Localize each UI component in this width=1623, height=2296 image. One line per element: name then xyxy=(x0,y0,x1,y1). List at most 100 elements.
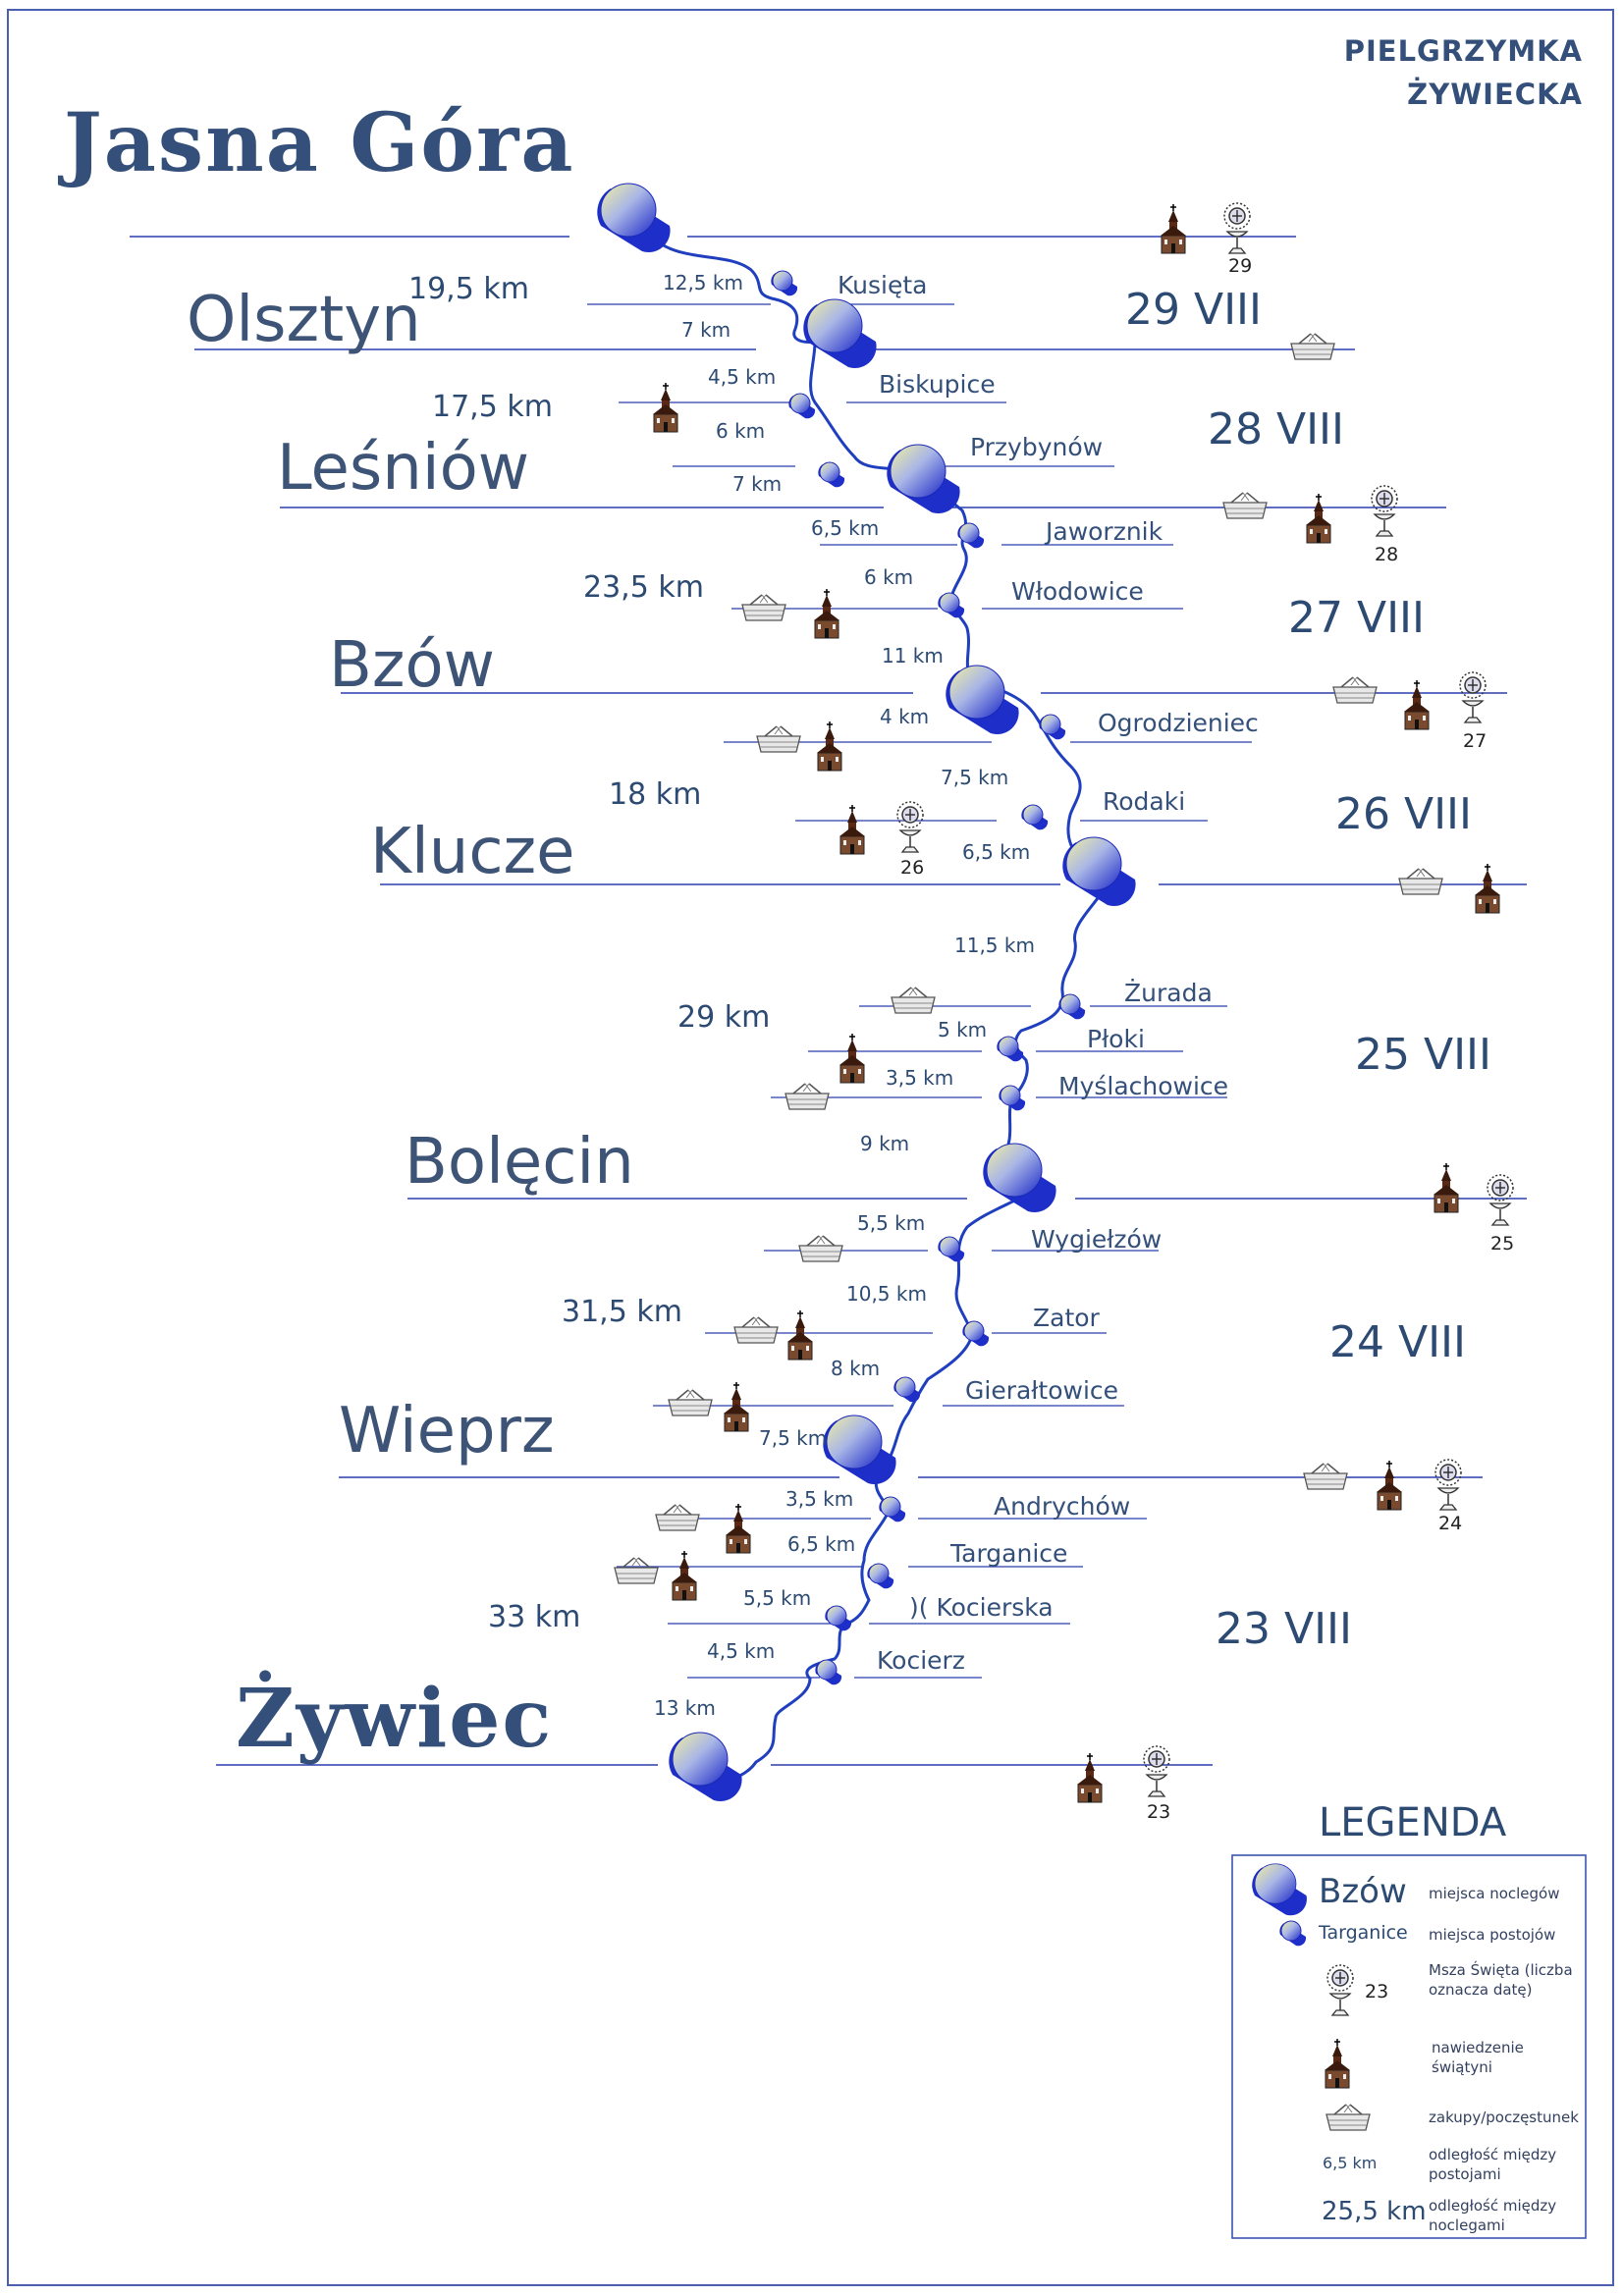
date-27: 27 VIII xyxy=(1288,593,1426,643)
date-23: 23 VIII xyxy=(1216,1604,1353,1654)
overnight-zywiec: Żywiec xyxy=(236,1672,554,1766)
segment-km: 7 km xyxy=(681,318,731,342)
pin-icon-bolecin xyxy=(982,1143,1057,1213)
day-distance: 19,5 km xyxy=(408,272,529,306)
segment-km: 5 km xyxy=(938,1018,988,1041)
legend-sample-big: Bzów xyxy=(1319,1872,1407,1911)
date-24: 24 VIII xyxy=(1329,1317,1467,1367)
overnight-olsztyn: Olsztyn xyxy=(187,284,421,356)
date-26: 26 VIII xyxy=(1335,789,1473,839)
segment-km: 3,5 km xyxy=(886,1066,954,1090)
day-distance: 33 km xyxy=(488,1600,581,1634)
date-29: 29 VIII xyxy=(1125,285,1263,335)
header-line-2: ŻYWIECKA xyxy=(1407,78,1583,111)
stop-ogrodzieniec: Ogrodzieniec xyxy=(1098,709,1259,737)
segment-km: 7,5 km xyxy=(941,766,1009,789)
segment-km: 7 km xyxy=(732,472,783,496)
legend-sample-dist: 25,5 km xyxy=(1322,2197,1427,2226)
legend-pin-small-icon xyxy=(1278,1920,1307,1947)
segment-km: 6,5 km xyxy=(787,1532,856,1556)
overnight-bzow: Bzów xyxy=(329,629,495,702)
segment-km: 11,5 km xyxy=(954,934,1035,957)
segment-km: 6 km xyxy=(864,565,914,589)
stop-przybynow: Przybynów xyxy=(970,433,1104,461)
pin-icon-bzow xyxy=(945,665,1020,735)
legend-box xyxy=(1231,1854,1587,2239)
stop-gieraltowice: Gierałtowice xyxy=(965,1376,1119,1405)
segment-km: 3,5 km xyxy=(785,1487,854,1511)
guide-lines xyxy=(130,236,1527,1766)
segment-km: 6 km xyxy=(716,419,766,443)
pin-icon-klucze xyxy=(1061,836,1137,907)
legend-sample-km: 6,5 km xyxy=(1323,2154,1378,2172)
segment-km: 11 km xyxy=(882,644,944,667)
stop-targanice: Targanice xyxy=(950,1539,1068,1568)
legend-small-desc: miejsca postojów xyxy=(1429,1926,1556,1944)
legend-basket-desc: zakupy/poczęstunek xyxy=(1429,2109,1579,2126)
legend-dist-desc: odległość między noclegami xyxy=(1429,2197,1557,2234)
legend-church-desc: nawiedzenie świątyni xyxy=(1432,2039,1524,2076)
overnight-wieprz: Wieprz xyxy=(339,1395,555,1468)
date-28: 28 VIII xyxy=(1208,404,1345,454)
stop-ploki: Płoki xyxy=(1087,1025,1145,1053)
stop-kusieta: Kusięta xyxy=(838,271,928,299)
mass-date-number: 27 xyxy=(1463,730,1488,752)
legend-church-icon xyxy=(1324,2038,1351,2089)
segment-km: 5,5 km xyxy=(857,1211,926,1235)
header-line-1: PIELGRZYMKA xyxy=(1343,34,1583,68)
legend-big-desc: miejsca noclegów xyxy=(1429,1885,1560,1902)
stop-myslachowice: Myślachowice xyxy=(1058,1072,1229,1100)
legend-mass-desc: Msza Święta (liczba oznacza datę) xyxy=(1429,1961,1573,1999)
stop-zator: Zator xyxy=(1033,1304,1100,1332)
segment-km: 4,5 km xyxy=(708,365,777,389)
overnight-jasna-gora: Jasna Góra xyxy=(64,96,575,190)
day-distance: 31,5 km xyxy=(562,1295,682,1329)
stop-kocierz: Kocierz xyxy=(877,1646,965,1675)
segment-km: 13 km xyxy=(654,1696,716,1720)
legend-basket-icon xyxy=(1325,2104,1371,2131)
legend-pin-big-icon xyxy=(1251,1863,1308,1916)
stop-biskupice: Biskupice xyxy=(879,370,996,399)
overnight-lesniow: Leśniów xyxy=(277,432,530,505)
overnight-bolecin: Bolęcin xyxy=(405,1126,634,1199)
segment-km: 10,5 km xyxy=(846,1282,927,1306)
overnight-klucze: Klucze xyxy=(370,816,575,888)
legend-km-desc: odległość między postojami xyxy=(1429,2146,1557,2183)
stop-zurada: Żurada xyxy=(1124,979,1213,1007)
legend-title: LEGENDA xyxy=(1319,1800,1507,1845)
segment-km: 5,5 km xyxy=(743,1586,812,1610)
day-distance: 18 km xyxy=(609,777,702,812)
stop-wlodowice: Włodowice xyxy=(1011,577,1144,606)
mass-date-number: 26 xyxy=(900,857,925,879)
legend-sample-small: Targanice xyxy=(1319,1922,1408,1944)
segment-km: 8 km xyxy=(831,1357,881,1380)
date-25: 25 VIII xyxy=(1355,1030,1492,1080)
pin-icon-wieprz xyxy=(822,1415,897,1485)
stop-lines xyxy=(587,303,1252,1679)
day-distance: 17,5 km xyxy=(432,390,553,424)
day-distance: 23,5 km xyxy=(583,570,704,605)
mass-date-number: 25 xyxy=(1490,1233,1515,1255)
legend-mass-number: 23 xyxy=(1365,1981,1389,2002)
stop-kocierska: )( Kocierska xyxy=(909,1593,1054,1622)
stop-andrychow: Andrychów xyxy=(994,1492,1131,1521)
stop-rodaki: Rodaki xyxy=(1103,787,1186,816)
stop-wygielzow: Wygiełzów xyxy=(1031,1225,1163,1254)
map-frame xyxy=(7,9,1614,2286)
segment-km: 6,5 km xyxy=(962,840,1031,864)
stop-jaworznik: Jaworznik xyxy=(1046,517,1163,546)
day-distance: 29 km xyxy=(677,1000,771,1035)
mass-date-number: 24 xyxy=(1438,1513,1463,1534)
pin-icon-zywiec xyxy=(668,1732,743,1802)
pin-icon-lesniow xyxy=(886,444,961,514)
segment-km: 9 km xyxy=(860,1132,910,1155)
segment-km: 12,5 km xyxy=(663,271,743,294)
mass-date-number: 23 xyxy=(1147,1801,1171,1823)
segment-km: 7,5 km xyxy=(759,1426,828,1450)
segment-km: 4 km xyxy=(880,705,930,728)
mass-date-number: 29 xyxy=(1228,255,1253,277)
segment-km: 6,5 km xyxy=(811,516,880,540)
mass-date-number: 28 xyxy=(1375,544,1399,565)
pin-icon-jasna-gora xyxy=(596,183,672,253)
